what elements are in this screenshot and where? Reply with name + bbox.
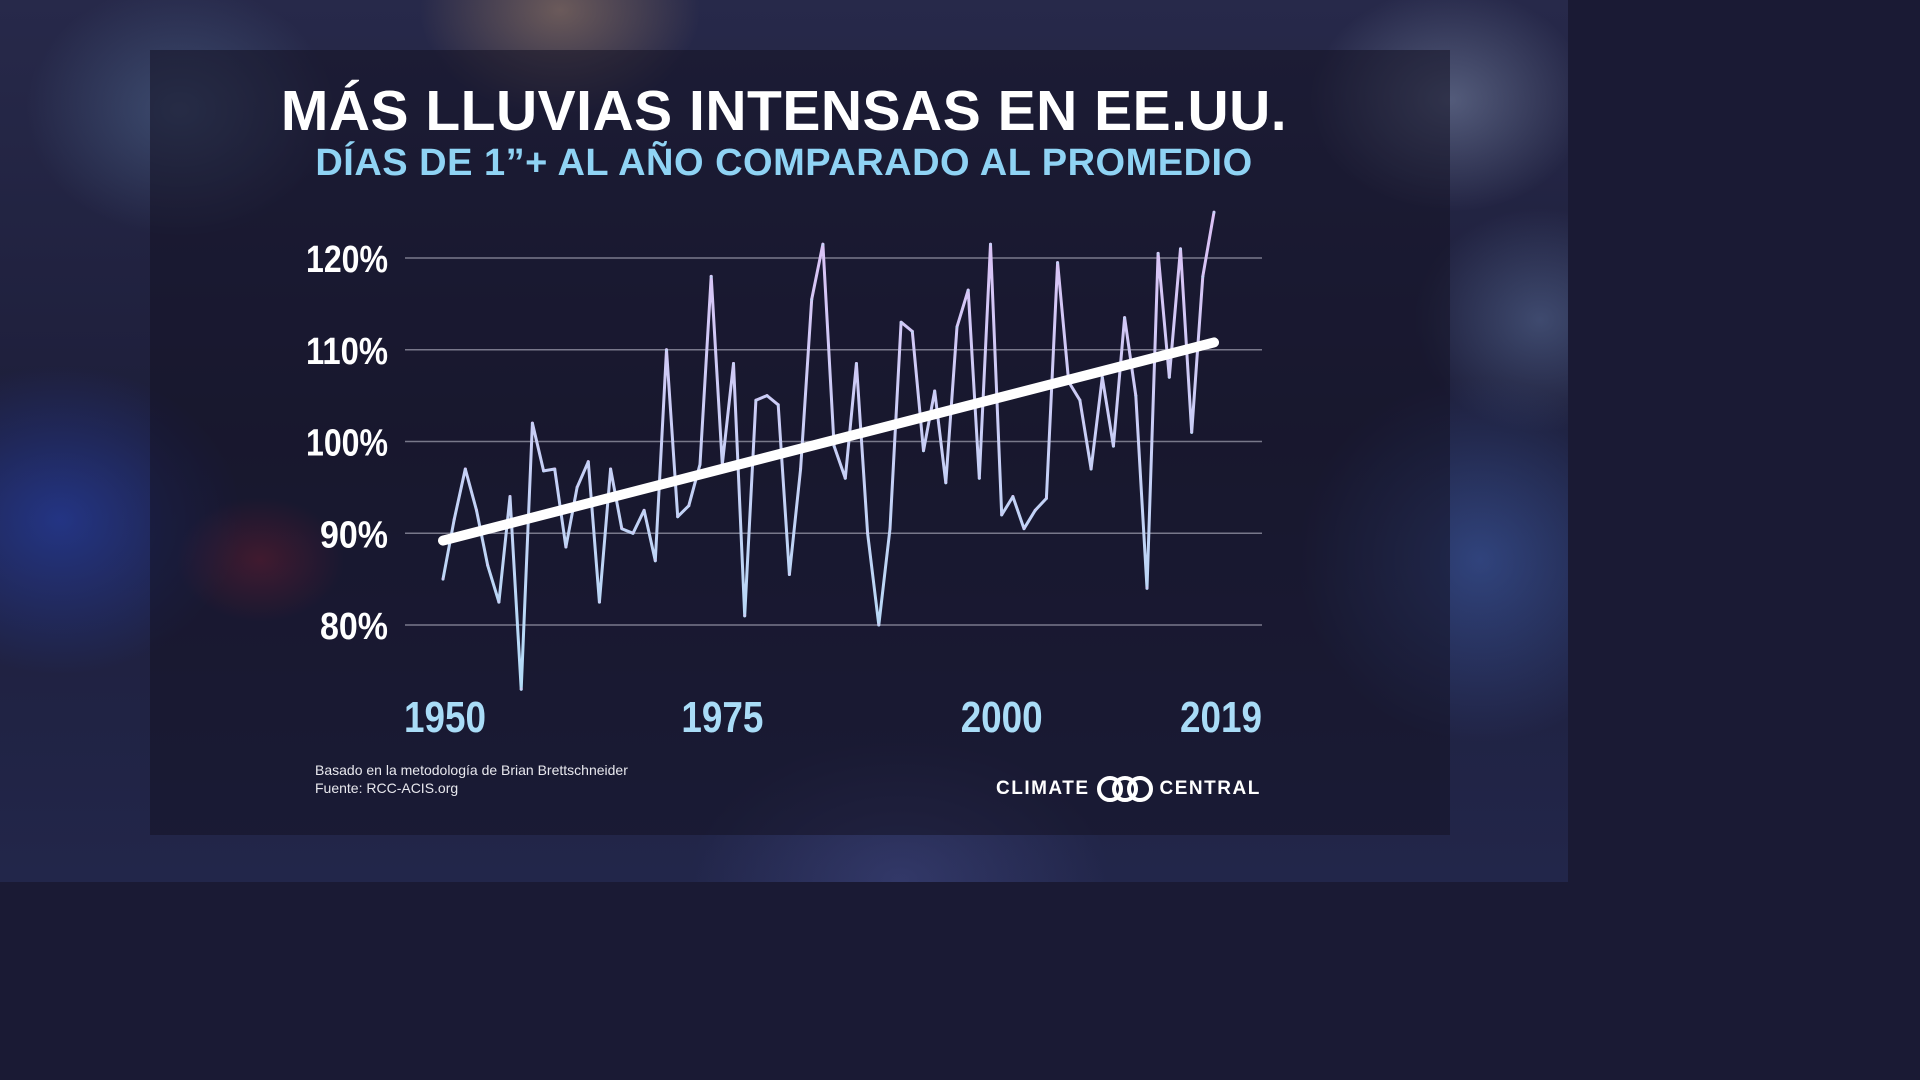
y-tick-label: 110%	[306, 331, 388, 373]
data-point-1977	[743, 614, 747, 618]
x-tick-label: 2019	[1180, 693, 1262, 742]
data-point-1982	[799, 467, 803, 471]
data-point-1979	[765, 394, 769, 398]
chart-subtitle: DÍAS DE 1”+ AL AÑO COMPARADO AL PROMEDIO	[315, 142, 1253, 184]
data-point-2017	[1190, 430, 1194, 434]
logo-text-central: CENTRAL	[1159, 778, 1261, 799]
data-point-1999	[989, 242, 993, 246]
x-tick-label: 2000	[961, 693, 1043, 742]
data-point-2004	[1044, 496, 1048, 500]
data-point-1951	[452, 517, 456, 521]
x-tick-label: 1975	[681, 693, 763, 742]
y-tick-label: 100%	[306, 423, 388, 465]
data-point-1957	[519, 687, 523, 691]
data-point-2010	[1111, 444, 1115, 448]
chart-title: MÁS LLUVIAS INTENSAS EN EE.UU.	[280, 79, 1288, 143]
data-point-1971	[676, 515, 680, 519]
data-point-1963	[586, 460, 590, 464]
data-point-2009	[1100, 375, 1104, 379]
data-point-2007	[1078, 398, 1082, 402]
data-point-1954	[486, 563, 490, 567]
y-tick-label: 80%	[320, 606, 388, 648]
data-point-2011	[1123, 316, 1127, 320]
data-point-1969	[653, 559, 657, 563]
data-point-1974	[709, 274, 713, 278]
data-point-1956	[508, 495, 512, 499]
data-point-1995	[944, 481, 948, 485]
data-point-1962	[575, 485, 579, 489]
data-point-2000	[1000, 513, 1004, 517]
data-point-1959	[542, 469, 546, 473]
data-point-1991	[899, 320, 903, 324]
data-point-1952	[463, 467, 467, 471]
data-point-1997	[966, 288, 970, 292]
data-point-1994	[933, 389, 937, 393]
logo-rings-icon	[1095, 774, 1155, 804]
data-point-1953	[475, 508, 479, 512]
series-line-heavy-rain-days	[441, 211, 1216, 691]
data-point-1965	[609, 467, 613, 471]
data-point-1978	[754, 398, 758, 402]
data-point-2018	[1201, 274, 1205, 278]
y-tick-label: 120%	[306, 239, 388, 281]
data-point-1998	[977, 476, 981, 480]
data-point-1976	[732, 362, 736, 366]
data-point-2013	[1145, 586, 1149, 590]
climate-central-logo: CLIMATE CENTRAL	[996, 772, 1261, 806]
data-point-1988	[866, 531, 870, 535]
data-point-1970	[664, 348, 668, 352]
data-point-1981	[787, 573, 791, 577]
chart-panel	[150, 50, 1450, 835]
data-point-2012	[1134, 394, 1138, 398]
logo-text-climate: CLIMATE	[996, 778, 1090, 799]
y-axis-ticks: 80% 90% 100% 110% 120%	[306, 239, 388, 648]
x-tick-label: 1950	[404, 693, 486, 742]
x-axis-ticks: 1950 1975 2000 2019	[404, 693, 1262, 742]
data-point-1990	[888, 527, 892, 531]
data-point-1980	[776, 403, 780, 407]
line-chart: 80% 90% 100% 110% 120% 1950 1975 2000 2019	[306, 210, 1262, 742]
data-point-1968	[642, 508, 646, 512]
data-point-1950	[441, 577, 445, 581]
data-point-1986	[843, 476, 847, 480]
data-point-1984	[821, 242, 825, 246]
data-point-1989	[877, 623, 881, 627]
data-point-2015	[1167, 375, 1171, 379]
data-point-1960	[553, 467, 557, 471]
data-point-1966	[620, 527, 624, 531]
data-point-2016	[1178, 247, 1182, 251]
data-point-1972	[687, 504, 691, 508]
data-point-1996	[955, 325, 959, 329]
data-point-1993	[921, 449, 925, 453]
data-point-1983	[810, 297, 814, 301]
data-point-2002	[1022, 527, 1026, 531]
data-point-2014	[1156, 251, 1160, 255]
y-tick-label: 90%	[320, 514, 388, 556]
data-point-2001	[1011, 495, 1015, 499]
data-point-1973	[698, 462, 702, 466]
data-point-1961	[564, 545, 568, 549]
data-point-2008	[1089, 467, 1093, 471]
data-point-1987	[854, 362, 858, 366]
trend-line	[438, 337, 1219, 546]
data-point-1958	[530, 421, 534, 425]
data-point-2019	[1212, 210, 1216, 214]
data-point-1964	[597, 600, 601, 604]
data-point-1955	[497, 600, 501, 604]
data-points	[441, 210, 1216, 691]
methodology-note: Basado en la metodología de Brian Bretts…	[315, 762, 628, 778]
data-point-2003	[1033, 508, 1037, 512]
gridlines	[405, 257, 1262, 626]
data-point-2005	[1056, 261, 1060, 265]
source-note: Fuente: RCC-ACIS.org	[315, 780, 459, 796]
data-point-1992	[910, 329, 914, 333]
data-point-1967	[631, 531, 635, 535]
